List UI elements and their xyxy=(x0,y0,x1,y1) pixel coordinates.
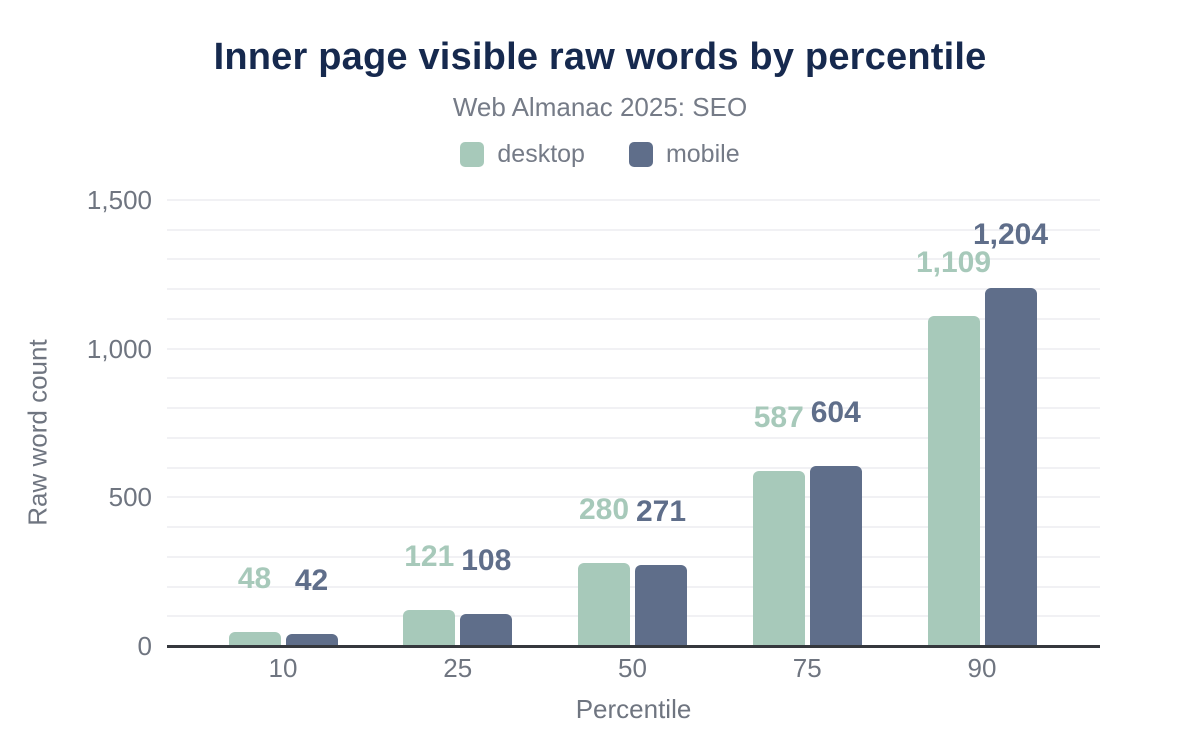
bar-value-label-mobile-90: 1,204 xyxy=(972,218,1049,251)
legend-item-desktop[interactable]: desktop xyxy=(460,140,585,169)
gridline xyxy=(167,615,1100,618)
bar-desktop-50[interactable] xyxy=(578,562,630,646)
bar-desktop-90[interactable] xyxy=(927,316,980,646)
legend-label-mobile: mobile xyxy=(665,140,740,168)
x-axis-line xyxy=(167,645,1100,648)
x-tick-label-90: 90 xyxy=(967,653,997,683)
gridline xyxy=(167,526,1100,529)
bar-mobile-10[interactable] xyxy=(285,633,338,646)
bar-value-label-mobile-10: 42 xyxy=(294,563,329,597)
y-tick-label: 1,000 xyxy=(86,333,152,364)
bar-value-label-desktop-10: 48 xyxy=(237,561,272,595)
y-axis-title: Raw word count xyxy=(22,339,53,526)
gridline xyxy=(167,199,1100,201)
bar-value-label-desktop-25: 121 xyxy=(404,540,455,574)
bar-mobile-25[interactable] xyxy=(460,613,513,646)
gridline xyxy=(167,258,1100,261)
gridline xyxy=(167,377,1100,380)
legend-swatch-mobile xyxy=(628,142,653,167)
bar-mobile-50[interactable] xyxy=(635,565,687,646)
gridline xyxy=(167,555,1100,558)
bar-desktop-75[interactable] xyxy=(752,471,805,646)
x-tick-label-50: 50 xyxy=(618,653,647,683)
x-tick-label-75: 75 xyxy=(792,653,822,683)
gridline xyxy=(167,496,1100,499)
bar-mobile-90[interactable] xyxy=(984,288,1037,646)
bar-value-label-mobile-75: 604 xyxy=(810,396,861,430)
bar-value-label-desktop-75: 587 xyxy=(753,401,804,435)
y-tick-label: 1,500 xyxy=(86,185,152,215)
chart-subtitle: Web Almanac 2025: SEO xyxy=(452,92,748,122)
x-tick-label-25: 25 xyxy=(443,653,473,683)
bar-value-label-mobile-25: 108 xyxy=(461,543,512,577)
x-tick-label-10: 10 xyxy=(268,653,298,683)
gridline xyxy=(167,466,1100,469)
legend-swatch-desktop xyxy=(460,142,485,167)
bar-mobile-75[interactable] xyxy=(809,466,862,646)
x-axis-title: Percentile xyxy=(575,694,692,724)
gridline xyxy=(167,317,1100,320)
bar-desktop-10[interactable] xyxy=(228,631,281,646)
gridline xyxy=(167,585,1100,588)
bar-value-label-desktop-50: 280 xyxy=(578,492,630,526)
legend: desktop mobile xyxy=(0,140,1200,169)
y-tick-label: 0 xyxy=(137,631,152,661)
bar-value-label-mobile-50: 271 xyxy=(635,495,687,529)
y-tick-label: 500 xyxy=(108,482,152,513)
gridline xyxy=(167,407,1100,410)
legend-label-desktop: desktop xyxy=(497,140,585,168)
gridline xyxy=(167,228,1100,231)
gridline xyxy=(167,347,1100,350)
legend-item-mobile[interactable]: mobile xyxy=(628,140,740,169)
chart-title: Inner page visible raw words by percenti… xyxy=(213,36,987,78)
gridline xyxy=(167,436,1100,439)
gridline xyxy=(167,288,1100,291)
bar-desktop-25[interactable] xyxy=(403,610,456,646)
bar-value-label-desktop-90: 1,109 xyxy=(915,246,992,280)
